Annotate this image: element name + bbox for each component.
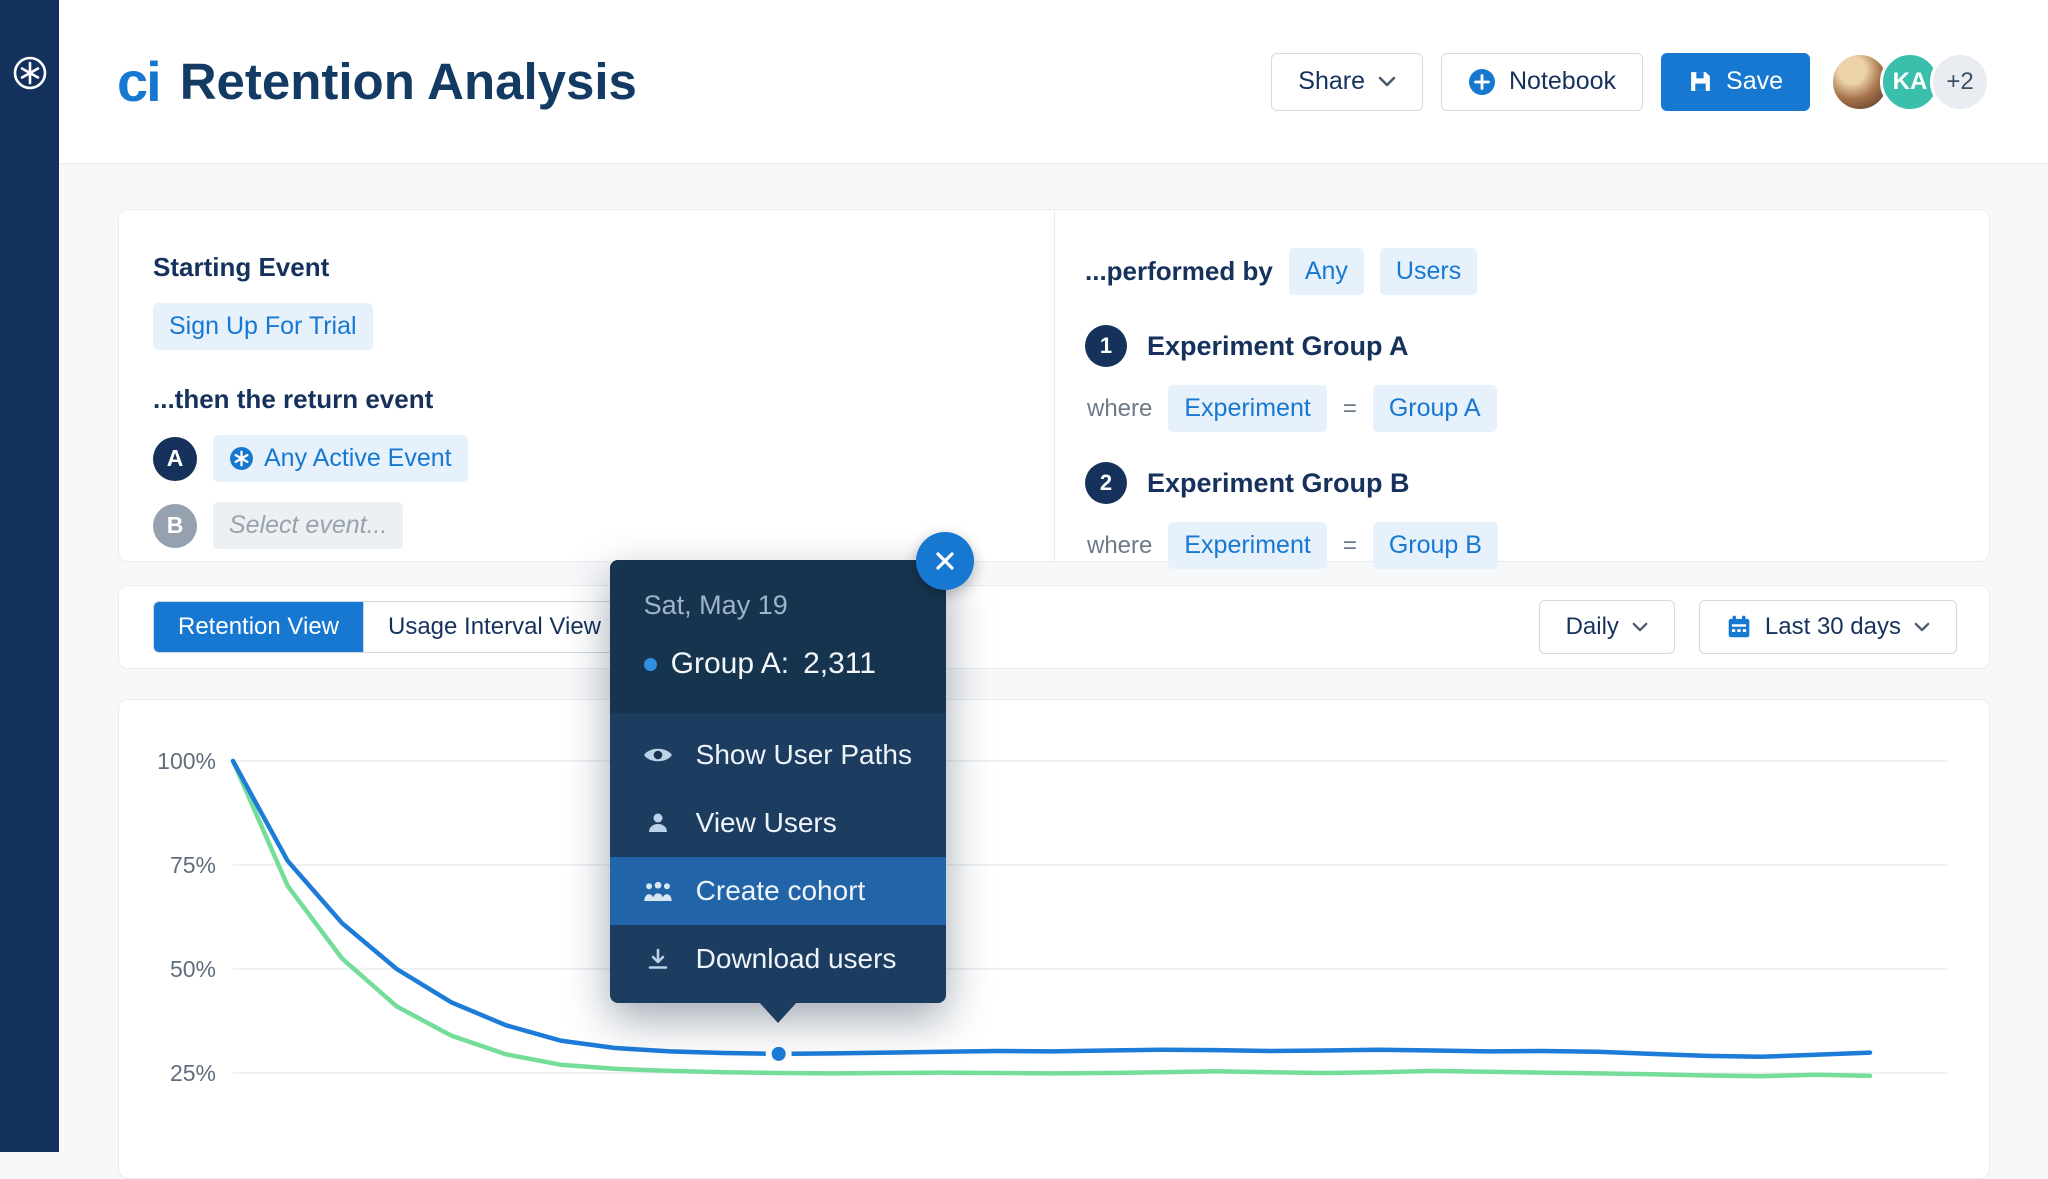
starting-event-heading: Starting Event <box>153 252 330 282</box>
menu-item-download-users[interactable]: Download users <box>610 925 946 993</box>
event-badge-a: A <box>153 436 197 481</box>
notebook-button-label: Notebook <box>1508 67 1617 95</box>
retention-chart[interactable]: 100% 75% 50% 25% <box>119 700 1989 1153</box>
chevron-down-icon <box>1378 76 1396 87</box>
eye-icon <box>642 745 674 765</box>
tooltip-header: Sat, May 19 Group A: 2,311 <box>609 560 946 713</box>
tooltip-series-value: 2,311 <box>803 647 876 680</box>
operator-label: = <box>1342 531 1357 559</box>
tooltip-caret <box>757 1001 798 1023</box>
menu-item-create-cohort[interactable]: Create cohort <box>609 857 946 925</box>
experiment-group-a-row: 1 Experiment Group A <box>1085 325 1989 367</box>
series-dot-icon <box>643 657 657 671</box>
tooltip-series-label: Group A: <box>670 647 790 680</box>
property-chip[interactable]: Experiment <box>1168 385 1327 432</box>
starting-event-chip[interactable]: Sign Up For Trial <box>153 303 373 350</box>
query-builder-card: Starting Event Sign Up For Trial ...then… <box>118 209 1990 569</box>
experiment-group-b-row: 2 Experiment Group B <box>1085 462 1989 504</box>
menu-item-label: Download users <box>695 943 897 974</box>
menu-item-label: Create cohort <box>695 875 866 906</box>
tooltip-date: Sat, May 19 <box>643 590 788 620</box>
plus-circle-icon <box>1468 68 1496 96</box>
granularity-label: Daily <box>1565 613 1619 640</box>
avatar-group: KA +2 <box>1830 51 1990 112</box>
app-sidebar <box>0 0 59 1152</box>
chevron-down-icon <box>1914 622 1930 632</box>
menu-item-label: View Users <box>695 807 837 838</box>
view-controls-strip: Retention View Usage Interval View Daily… <box>118 585 1990 669</box>
where-label: where <box>1087 394 1153 422</box>
notebook-button[interactable]: Notebook <box>1440 52 1644 111</box>
view-toggle-group: Retention View Usage Interval View <box>153 601 626 653</box>
page-header: ci Retention Analysis Share Notebook Sav… <box>59 0 2048 164</box>
svg-text:75%: 75% <box>170 852 216 878</box>
svg-text:50%: 50% <box>170 956 216 982</box>
tooltip-series-row: Group A: 2,311 <box>643 647 912 681</box>
download-icon <box>642 947 674 971</box>
svg-text:100%: 100% <box>157 748 216 774</box>
header-actions: Share Notebook Save KA +2 <box>1271 51 1990 112</box>
value-chip[interactable]: Group B <box>1372 522 1498 569</box>
group-name: Experiment Group B <box>1147 467 1410 498</box>
return-event-row-b: B Select event... <box>153 502 1014 549</box>
users-icon <box>642 881 674 902</box>
save-button[interactable]: Save <box>1661 52 1810 111</box>
tooltip-menu: Show User Paths View Users Create cohort… <box>609 713 946 1003</box>
performed-by-heading: ...performed by <box>1085 256 1273 286</box>
granularity-select[interactable]: Daily <box>1538 600 1675 654</box>
close-icon[interactable] <box>915 532 974 590</box>
menu-item-view-users[interactable]: View Users <box>610 789 946 857</box>
event-badge-b: B <box>153 503 197 548</box>
save-button-label: Save <box>1726 67 1783 95</box>
share-button-label: Share <box>1298 67 1365 95</box>
group-number-badge: 2 <box>1085 462 1127 504</box>
date-range-label: Last 30 days <box>1764 613 1901 640</box>
tab-retention-view[interactable]: Retention View <box>154 602 363 652</box>
menu-item-show-user-paths[interactable]: Show User Paths <box>610 721 946 789</box>
operator-label: = <box>1342 394 1357 422</box>
any-active-event-label: Any Active Event <box>264 444 452 472</box>
performed-by-panel: ...performed by Any Users 1 Experiment G… <box>1055 210 1989 569</box>
property-chip[interactable]: Experiment <box>1168 522 1327 569</box>
brand: ci Retention Analysis <box>117 49 637 114</box>
performed-by-users-chip[interactable]: Users <box>1379 248 1478 295</box>
any-event-icon <box>229 446 254 471</box>
starting-event-panel: Starting Event Sign Up For Trial ...then… <box>119 210 1055 561</box>
chevron-down-icon <box>1632 622 1648 632</box>
group-name: Experiment Group A <box>1147 330 1409 361</box>
avatar-overflow-badge[interactable]: +2 <box>1930 51 1990 112</box>
return-event-heading: ...then the return event <box>153 384 434 414</box>
group-number-badge: 1 <box>1085 325 1127 367</box>
where-clause-a: where Experiment = Group A <box>1087 385 1989 432</box>
calendar-icon <box>1726 614 1752 640</box>
chart-tooltip: Sat, May 19 Group A: 2,311 Show User Pat… <box>609 532 974 1023</box>
date-range-select[interactable]: Last 30 days <box>1698 600 1957 654</box>
where-label: where <box>1087 531 1153 559</box>
performed-by-any-chip[interactable]: Any <box>1288 248 1364 295</box>
app-logo-icon[interactable] <box>11 54 49 92</box>
return-event-row-a: A Any Active Event <box>153 435 1014 482</box>
page-title: Retention Analysis <box>179 53 637 110</box>
value-chip[interactable]: Group A <box>1372 385 1497 432</box>
where-clause-b: where Experiment = Group B <box>1087 522 1989 569</box>
user-icon <box>642 811 674 835</box>
share-button[interactable]: Share <box>1271 52 1423 111</box>
select-event-chip[interactable]: Select event... <box>213 502 404 549</box>
save-icon <box>1688 69 1713 94</box>
svg-text:25%: 25% <box>170 1060 216 1086</box>
tab-usage-interval-view[interactable]: Usage Interval View <box>363 602 625 652</box>
brand-logo: ci <box>117 50 162 113</box>
strip-right-controls: Daily Last 30 days <box>1538 600 1957 654</box>
retention-chart-card: 100% 75% 50% 25% <box>118 699 1990 1179</box>
any-active-event-chip[interactable]: Any Active Event <box>213 435 468 482</box>
menu-item-label: Show User Paths <box>695 739 912 770</box>
